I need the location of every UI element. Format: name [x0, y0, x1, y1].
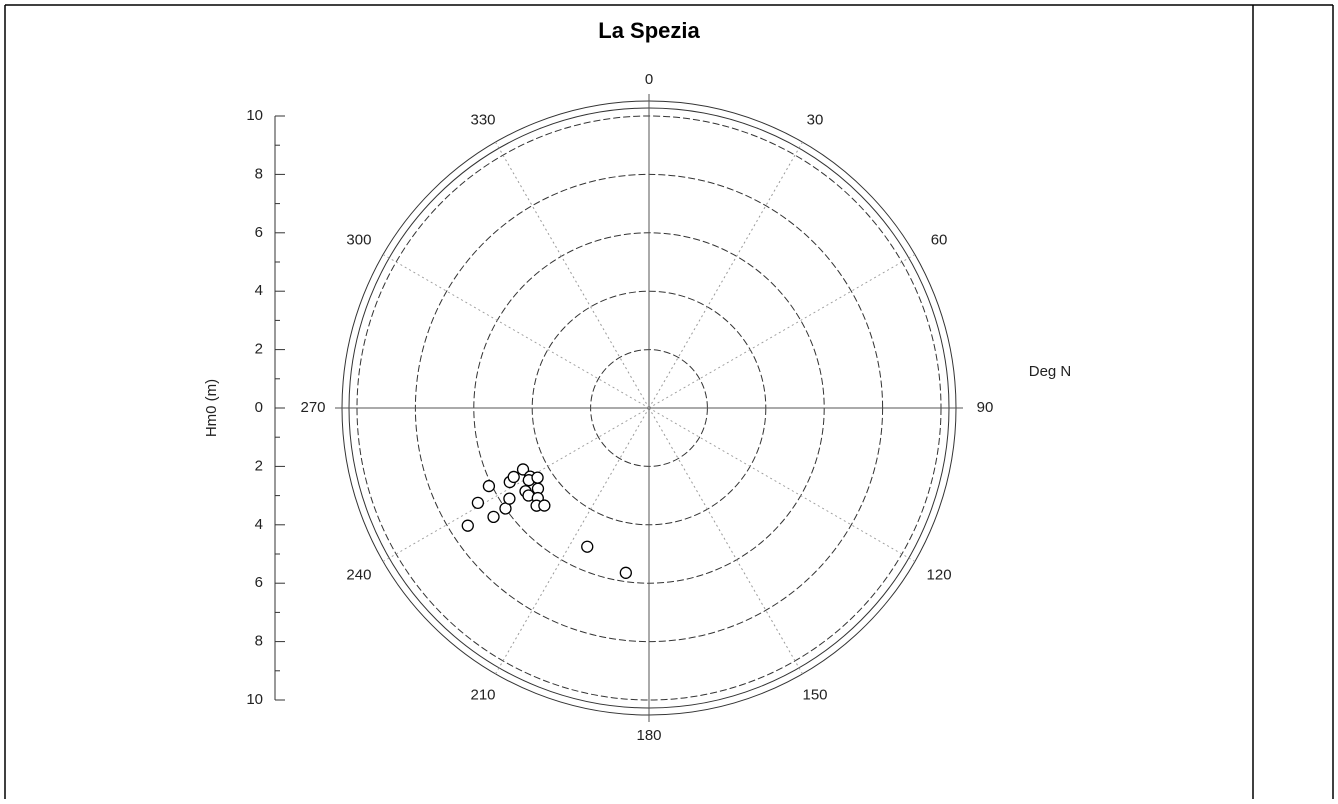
theta-grid-line	[648, 407, 803, 675]
chart-title: La Spezia	[598, 18, 700, 43]
theta-tick-label: 330	[470, 111, 495, 128]
data-point	[507, 470, 520, 484]
theta-tick-label: 30	[807, 111, 824, 128]
data-point	[531, 471, 544, 484]
r-tick-label: 10	[246, 107, 263, 124]
r-axis-label: Hm0 (m)	[203, 379, 220, 437]
data-point	[516, 463, 530, 476]
theta-tick-label: 300	[346, 232, 371, 249]
r-tick-label: 10	[246, 691, 263, 708]
theta-grid-line	[648, 254, 916, 409]
theta-grid-line	[648, 141, 803, 409]
theta-grid-line	[648, 407, 916, 562]
theta-tick-label: 180	[636, 727, 661, 744]
data-point	[482, 479, 496, 493]
r-tick-label: 2	[255, 457, 263, 474]
theta-grid-line	[382, 407, 650, 562]
theta-tick-label: 270	[300, 399, 325, 416]
theta-axis-label: Deg N	[1029, 363, 1072, 380]
theta-grid-line	[382, 254, 650, 409]
theta-tick-label: 210	[470, 686, 495, 703]
r-tick-label: 0	[255, 399, 263, 416]
r-tick-label: 2	[255, 341, 263, 358]
data-point	[538, 499, 551, 512]
r-tick-label: 6	[255, 224, 263, 241]
data-point	[461, 519, 474, 532]
theta-tick-label: 60	[931, 232, 948, 249]
theta-tick-label: 240	[346, 566, 371, 583]
theta-tick-label: 90	[977, 399, 994, 416]
r-tick-label: 4	[255, 516, 263, 533]
data-point	[503, 492, 516, 505]
theta-grid-line	[495, 141, 650, 409]
theta-tick-label: 120	[927, 566, 952, 583]
data-point	[487, 510, 500, 524]
theta-tick-label: 0	[645, 71, 653, 88]
theta-tick-label: 150	[802, 686, 827, 703]
data-point	[471, 496, 485, 509]
r-tick-label: 4	[255, 282, 263, 299]
data-point	[619, 566, 632, 579]
data-point	[581, 540, 594, 553]
theta-grid-line	[495, 407, 650, 675]
r-tick-label: 8	[255, 165, 263, 182]
r-tick-label: 6	[255, 574, 263, 591]
r-tick-label: 8	[255, 633, 263, 650]
